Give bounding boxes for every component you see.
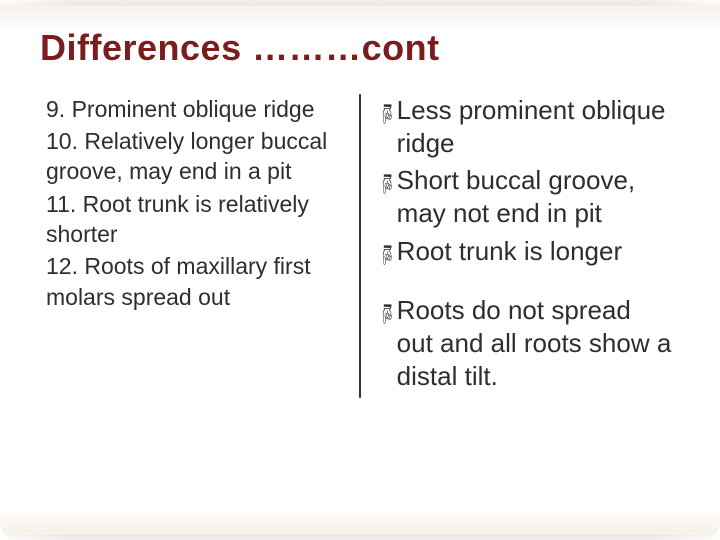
list-item-text: Roots do not spread out and all roots sh… bbox=[397, 294, 674, 394]
list-item: 🖗 Less prominent oblique ridge bbox=[381, 94, 674, 161]
slide: Differences ………cont 9. Prominent oblique… bbox=[0, 0, 720, 540]
right-column: 🖗 Less prominent oblique ridge 🖗 Short b… bbox=[361, 94, 680, 398]
link-bullet-icon: 🖗 bbox=[381, 170, 392, 196]
link-bullet-icon: 🖗 bbox=[381, 100, 392, 126]
list-item: 🖗 Root trunk is longer bbox=[381, 235, 674, 268]
slide-title: Differences ………cont bbox=[40, 28, 680, 68]
list-item: 12. Roots of maxillary first molars spre… bbox=[46, 251, 339, 312]
list-item-text: Root trunk is longer bbox=[397, 235, 674, 268]
link-bullet-icon: 🖗 bbox=[381, 300, 392, 326]
link-bullet-icon: 🖗 bbox=[381, 241, 392, 267]
list-item: 10. Relatively longer buccal groove, may… bbox=[46, 126, 339, 187]
list-item-text: Short buccal groove, may not end in pit bbox=[397, 164, 674, 231]
content-columns: 9. Prominent oblique ridge 10. Relativel… bbox=[40, 94, 680, 398]
left-column: 9. Prominent oblique ridge 10. Relativel… bbox=[40, 94, 359, 398]
list-item: 🖗 Roots do not spread out and all roots … bbox=[381, 294, 674, 394]
list-gap bbox=[381, 272, 674, 294]
list-item: 11. Root trunk is relatively shorter bbox=[46, 189, 339, 250]
list-item: 9. Prominent oblique ridge bbox=[46, 94, 339, 124]
list-item-text: Less prominent oblique ridge bbox=[397, 94, 674, 161]
list-item: 🖗 Short buccal groove, may not end in pi… bbox=[381, 164, 674, 231]
